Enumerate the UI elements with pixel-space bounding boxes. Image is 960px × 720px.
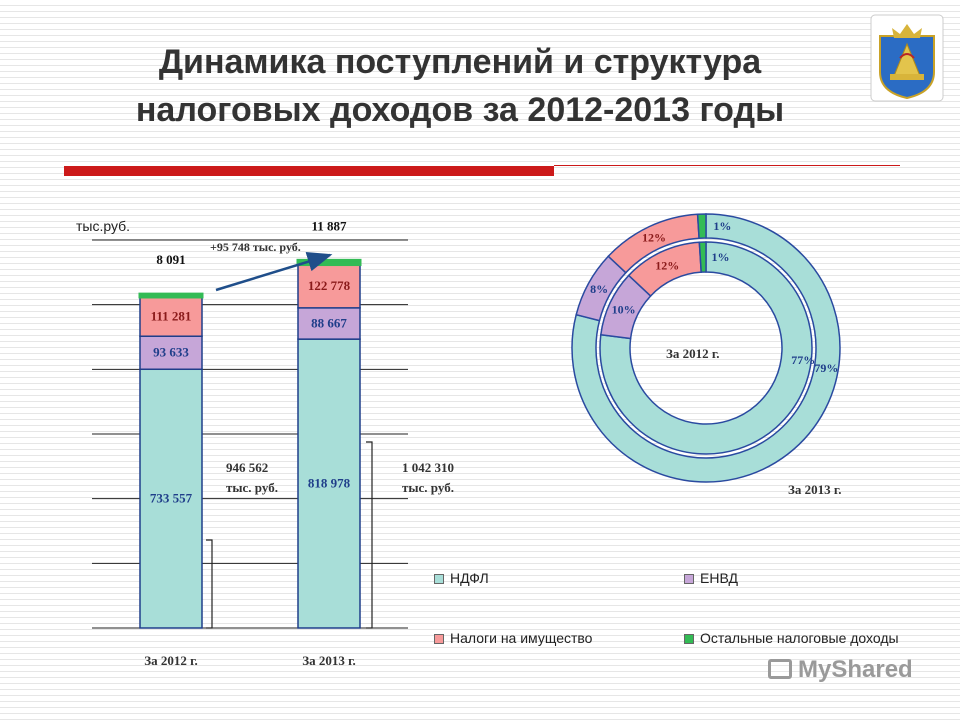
total-bracket-2013 (366, 441, 373, 629)
watermark: MyShared (768, 656, 913, 684)
legend-swatch-other (684, 634, 694, 645)
bar-segment-ndfl (297, 338, 361, 629)
legend-item-other: Остальные налоговые доходы (684, 630, 899, 646)
data-label-other: 11 887 (311, 218, 347, 233)
bar-segment-other (138, 292, 204, 299)
donut-outer-label: За 2013 г. (788, 482, 842, 497)
data-label-other: 8 091 (156, 252, 185, 267)
legend-item-envd: ЕНВД (684, 570, 738, 586)
bar-segment-envd (139, 335, 203, 371)
legend-item-property: Налоги на имущество (434, 630, 592, 646)
legend-swatch-ndfl (434, 574, 444, 585)
donut-slice-ndfl (599, 241, 813, 455)
x-tick-label: За 2012 г. (144, 653, 198, 668)
y-axis-unit-label: тыс.руб. (76, 218, 131, 234)
x-tick-label: За 2013 г. (302, 653, 356, 668)
bar-segment-envd (297, 307, 361, 340)
legend-swatch-envd (684, 574, 694, 585)
total-2013-label: 1 042 310 тыс. руб. (402, 458, 454, 498)
data-label-envd: 93 633 (153, 345, 189, 360)
donut-label-ndfl: 77% (791, 353, 815, 367)
donut-slice-other (696, 213, 707, 240)
donut-label-ndfl: 79% (814, 361, 838, 375)
legend-swatch-property (434, 634, 444, 645)
watermark-icon (768, 659, 792, 679)
doughnut-chart: 77% 10% 12% 1% 79% 8% 12% 1% (571, 213, 841, 483)
watermark-text: MyShared (798, 656, 913, 683)
data-label-property: 122 778 (308, 278, 351, 293)
legend-label-envd: ЕНВД (700, 570, 738, 586)
data-label-ndfl: 733 557 (150, 491, 193, 506)
donut-slice-other (698, 241, 707, 273)
data-label-property: 111 281 (151, 309, 192, 324)
growth-label: +95 748 тыс. руб. (210, 240, 301, 254)
donut-label-property: 12% (642, 231, 666, 245)
donut-label-property: 12% (655, 259, 679, 273)
donut-center-label: За 2012 г. (666, 346, 720, 361)
legend-label-ndfl: НДФЛ (450, 570, 489, 586)
donut-slice-ndfl (571, 213, 841, 483)
coat-of-arms-emblem (870, 14, 944, 102)
total-2013-unit: тыс. руб. (402, 480, 454, 495)
title-line-2: налоговых доходов за 2012-2013 годы (135, 91, 785, 129)
donut-label-envd: 8% (590, 282, 608, 296)
total-2012-unit: тыс. руб. (226, 480, 278, 495)
total-2013-value: 1 042 310 (402, 460, 454, 475)
donut-label-other: 1% (711, 250, 729, 264)
legend-label-property: Налоги на имущество (450, 630, 593, 646)
growth-arrow (215, 252, 333, 292)
title-line-1: Динамика поступлений и структура (158, 43, 762, 81)
legend-item-ndfl: НДФЛ (434, 570, 489, 586)
bar-segment-ndfl (139, 368, 203, 629)
title-accent-line (554, 165, 900, 166)
donut-label-envd: 10% (612, 302, 636, 316)
legend-label-other: Остальные налоговые доходы (700, 630, 899, 646)
total-2012-value: 946 562 (226, 460, 269, 475)
bar-segment-property (297, 263, 361, 309)
total-2012-label: 946 562 тыс. руб. (226, 458, 278, 498)
stacked-bar-chart: 733 557 93 633 111 281 8 091 За 2012 г. 818 9… (92, 218, 408, 668)
title-accent-bar (64, 166, 554, 176)
page-title: Динамика поступлений и структура налогов… (100, 38, 820, 134)
data-label-envd: 88 667 (311, 315, 347, 330)
data-label-ndfl: 818 978 (308, 476, 351, 491)
total-bracket-2012 (206, 539, 213, 629)
donut-label-other: 1% (713, 219, 731, 233)
